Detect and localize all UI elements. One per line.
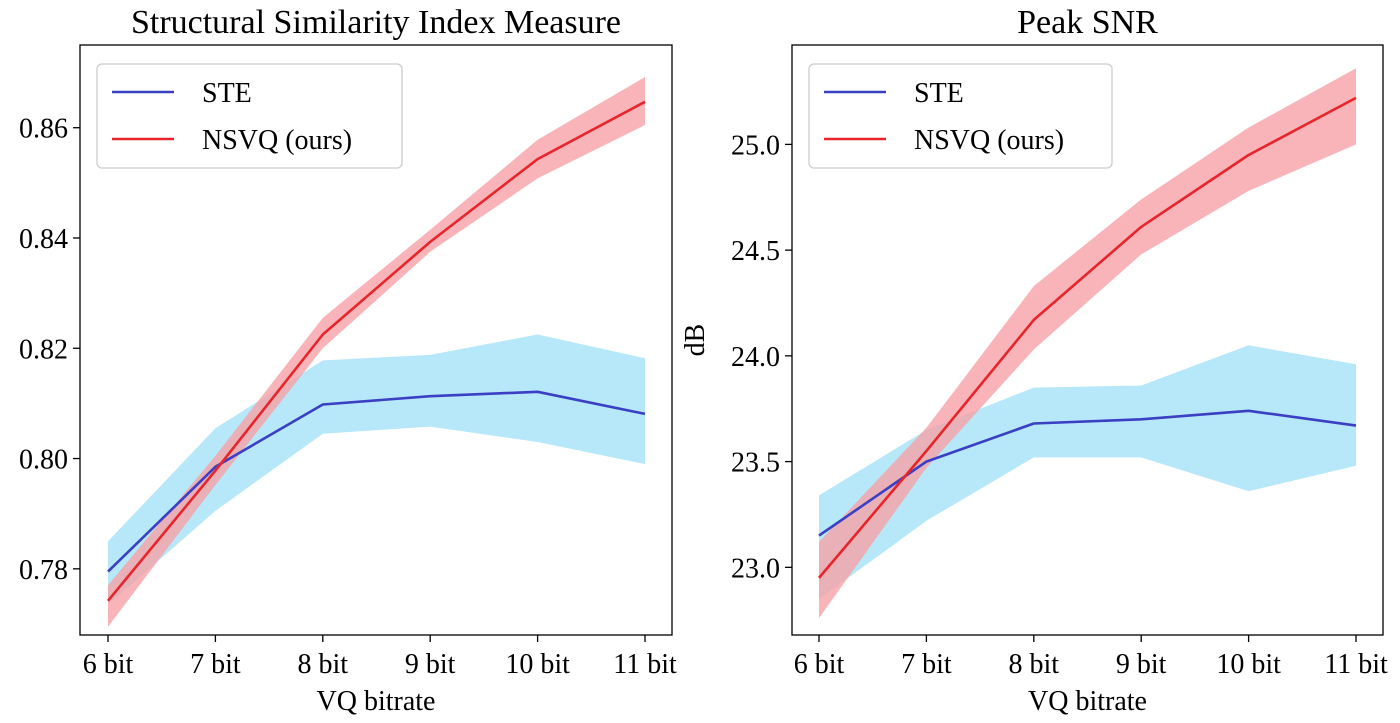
y-tick-label: 0.84 bbox=[19, 224, 68, 255]
x-tick-label: 10 bit bbox=[505, 649, 570, 680]
x-tick-label: 9 bit bbox=[1116, 649, 1167, 680]
y-tick-label: 0.82 bbox=[19, 334, 68, 365]
x-tick-label: 11 bit bbox=[613, 649, 677, 680]
legend: STE NSVQ (ours) bbox=[96, 63, 403, 169]
y-tick-label: 0.86 bbox=[19, 114, 68, 145]
chart-title: Peak SNR bbox=[1017, 4, 1158, 41]
confidence-band-nsvq bbox=[819, 68, 1356, 619]
y-tick-label: 0.78 bbox=[19, 555, 68, 586]
psnr-chart: Peak SNR 23.0 23.5 24.0 24.5 25.0 6 bit 7 bit 8 … bbox=[680, 4, 1388, 717]
legend: STE NSVQ (ours) bbox=[808, 63, 1113, 169]
x-tick-label: 7 bit bbox=[901, 649, 952, 680]
series-line-nsvq bbox=[818, 96, 1357, 579]
legend-label-ste: STE bbox=[914, 78, 964, 109]
x-tick-label: 8 bit bbox=[298, 649, 349, 680]
x-tick-label: 6 bit bbox=[794, 649, 845, 680]
plot-frame bbox=[791, 44, 1384, 636]
x-tick-label: 7 bit bbox=[190, 649, 241, 680]
x-tick-label: 10 bit bbox=[1216, 649, 1281, 680]
legend-label-nsvq: NSVQ (ours) bbox=[202, 125, 352, 156]
y-tick-label: 25.0 bbox=[731, 130, 780, 161]
series-line-nsvq bbox=[106, 100, 646, 602]
x-tick-label: 9 bit bbox=[405, 649, 456, 680]
confidence-band-ste bbox=[108, 334, 645, 605]
legend-label-nsvq: NSVQ (ours) bbox=[914, 125, 1064, 156]
y-tick-label: 0.80 bbox=[19, 445, 68, 476]
legend-label-ste: STE bbox=[202, 78, 252, 109]
legend-box bbox=[808, 63, 1113, 169]
y-tick-label: 24.5 bbox=[731, 236, 780, 267]
series-line-ste bbox=[107, 390, 646, 573]
x-axis-label: VQ bitrate bbox=[317, 686, 436, 717]
y-axis-label: dB bbox=[680, 324, 711, 357]
confidence-band-nsvq bbox=[108, 77, 645, 627]
y-tick-label: 23.5 bbox=[731, 448, 780, 479]
x-tick-label: 11 bit bbox=[1324, 649, 1388, 680]
y-tick-label: 24.0 bbox=[731, 342, 780, 373]
ssim-chart: Structural Similarity Index Measure 0.78 0… bbox=[19, 4, 677, 717]
x-tick-label: 6 bit bbox=[83, 649, 134, 680]
plot-frame bbox=[79, 44, 673, 636]
x-axis-label: VQ bitrate bbox=[1028, 686, 1147, 717]
confidence-band-ste bbox=[819, 345, 1356, 600]
y-tick-label: 23.0 bbox=[731, 553, 780, 584]
x-tick-label: 8 bit bbox=[1009, 649, 1060, 680]
legend-box bbox=[96, 63, 403, 169]
chart-title: Structural Similarity Index Measure bbox=[131, 4, 621, 41]
